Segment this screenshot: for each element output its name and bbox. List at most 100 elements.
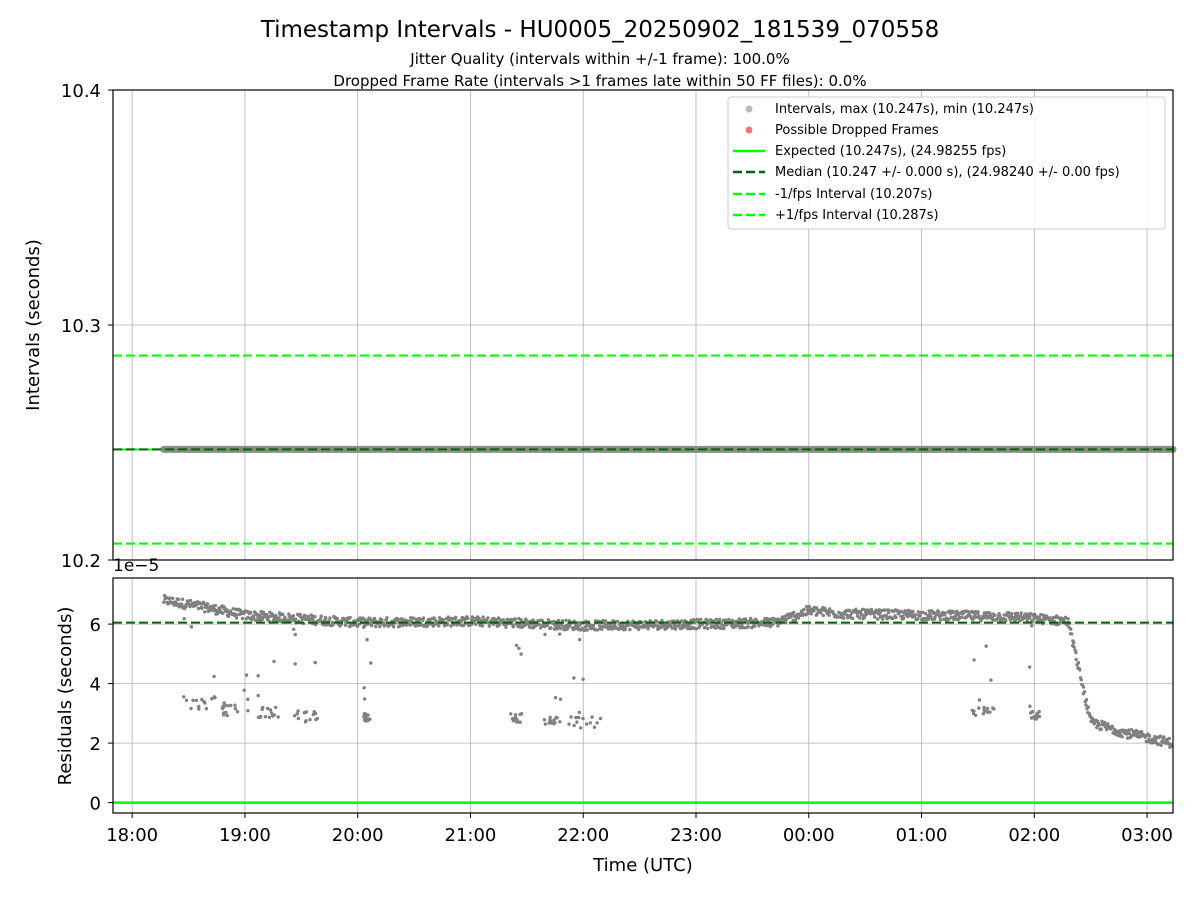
residual-point — [572, 676, 576, 680]
top-y-tick-label: 10.2 — [61, 551, 101, 572]
residual-point — [1066, 617, 1070, 621]
residual-point — [886, 608, 890, 612]
residual-point — [246, 697, 250, 701]
residual-point — [283, 615, 287, 619]
bottom-y-tick-label: 2 — [90, 734, 101, 755]
residual-point — [723, 618, 727, 622]
residual-point — [575, 720, 579, 724]
residual-point — [1074, 650, 1078, 655]
residual-point — [953, 614, 958, 618]
residual-point — [943, 611, 947, 615]
residual-point — [989, 678, 993, 682]
residual-point — [348, 615, 352, 620]
residual-point — [296, 716, 301, 721]
residual-point — [591, 623, 596, 628]
residual-point — [171, 596, 175, 600]
residual-point — [965, 609, 970, 613]
residual-point — [598, 624, 602, 628]
residual-point — [1106, 722, 1110, 726]
residual-point — [628, 627, 632, 632]
residual-point — [180, 602, 184, 606]
residual-point — [474, 622, 478, 626]
residual-point — [836, 615, 840, 619]
residual-point — [1162, 735, 1166, 739]
residual-point — [266, 706, 270, 711]
residual-point — [293, 714, 297, 718]
x-tick-label: 19:00 — [219, 825, 271, 846]
residual-point — [1030, 624, 1034, 628]
residual-point — [936, 610, 941, 614]
residual-point — [1006, 611, 1011, 615]
residual-point — [881, 617, 885, 621]
residual-point — [1139, 730, 1144, 734]
residual-point — [703, 625, 707, 630]
residual-point — [514, 643, 519, 648]
bottom-y-tick-label: 4 — [90, 675, 101, 696]
residual-point — [1159, 743, 1163, 747]
bottom-y-tick-label: 6 — [90, 615, 101, 636]
residual-point — [274, 613, 278, 618]
legend-label-dropped: Possible Dropped Frames — [775, 123, 939, 138]
residual-point — [585, 628, 589, 632]
top-y-axis-label: Intervals (seconds) — [23, 239, 44, 411]
residual-point — [235, 613, 239, 617]
residual-point — [593, 628, 597, 632]
residual-point — [200, 697, 204, 702]
residual-point — [1025, 616, 1029, 620]
residual-point — [293, 632, 297, 637]
residual-point — [1103, 720, 1107, 725]
residual-point — [647, 624, 652, 628]
residual-point — [1084, 698, 1089, 702]
residual-point — [296, 709, 300, 713]
residual-point — [256, 674, 260, 678]
residual-point — [558, 632, 562, 636]
residual-point — [506, 617, 510, 622]
residual-point — [519, 618, 524, 623]
legend-box — [727, 96, 1166, 230]
residual-point — [595, 721, 599, 725]
x-tick-label: 03:00 — [1121, 825, 1173, 846]
residual-point — [480, 624, 485, 628]
residual-point — [996, 616, 1000, 621]
x-tick-label: 18:00 — [106, 825, 158, 846]
residual-point — [258, 715, 262, 720]
residual-point — [720, 623, 724, 627]
residual-point — [249, 610, 253, 615]
residual-point — [977, 698, 982, 702]
residual-point — [595, 628, 600, 632]
residual-point — [886, 611, 891, 615]
residual-point — [976, 610, 980, 614]
top-y-tick-label: 10.4 — [61, 81, 101, 102]
residual-point — [1100, 719, 1104, 723]
residual-point — [553, 696, 558, 700]
residual-point — [947, 617, 951, 621]
residual-point — [981, 712, 986, 716]
residual-point — [221, 704, 225, 708]
residual-point — [235, 710, 240, 714]
residual-point — [1072, 645, 1076, 649]
residual-point — [764, 623, 769, 628]
residual-point — [205, 606, 209, 610]
residual-point — [913, 613, 918, 617]
residual-point — [204, 707, 209, 711]
residual-point — [176, 597, 181, 602]
residual-point — [921, 610, 925, 615]
residual-point — [603, 619, 608, 623]
residual-point — [380, 618, 384, 622]
top-y-ticks: 10.2 10.3 10.4 — [61, 81, 113, 572]
residual-point — [268, 708, 273, 712]
residual-point — [1062, 618, 1066, 622]
residual-point — [1028, 704, 1032, 708]
residual-point — [558, 697, 563, 701]
bottom-y-scale-label: 1e−5 — [113, 556, 159, 576]
residual-point — [168, 596, 172, 600]
residual-point — [481, 615, 485, 619]
residual-point — [1124, 729, 1128, 733]
residual-point — [959, 615, 964, 619]
residual-point — [894, 615, 898, 620]
residual-point — [306, 614, 310, 618]
residual-point — [579, 726, 583, 730]
residual-point — [1033, 612, 1037, 617]
residual-point — [1019, 611, 1023, 615]
